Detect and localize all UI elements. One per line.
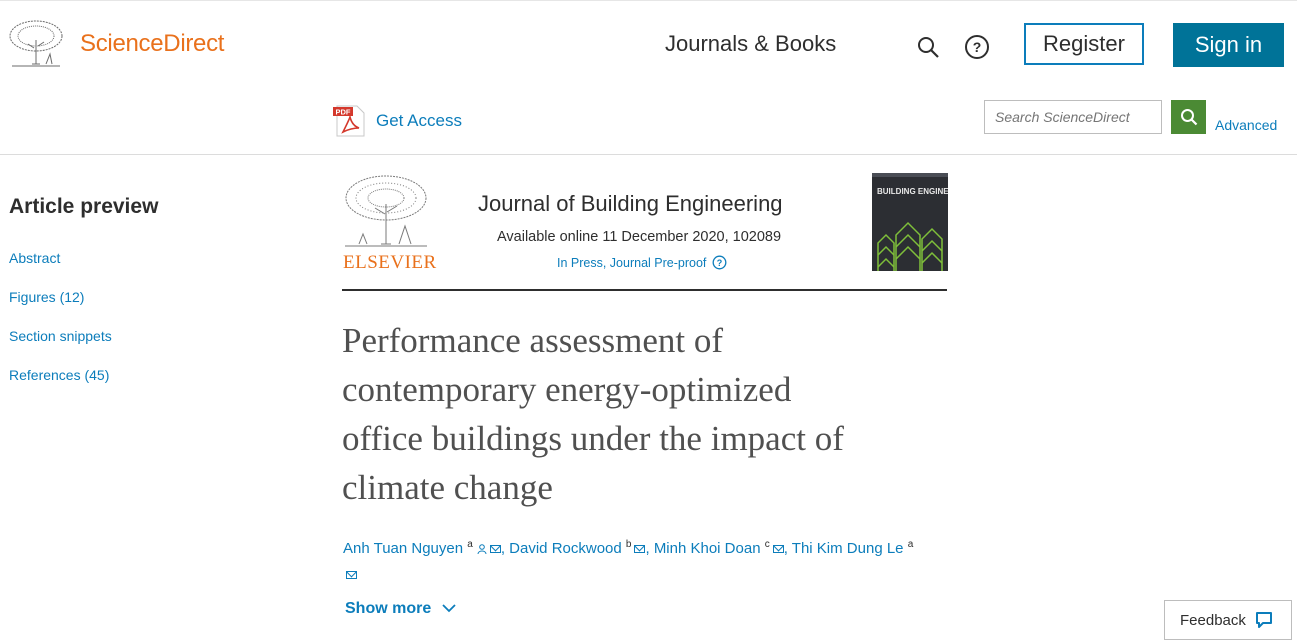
author-list: Anh Tuan Nguyen a, David Rockwood b, Min… bbox=[343, 532, 947, 588]
title-line: contemporary energy-optimized bbox=[342, 370, 792, 409]
sidebar-item-section-snippets[interactable]: Section snippets bbox=[9, 328, 112, 344]
help-icon[interactable]: ? bbox=[712, 255, 727, 270]
get-access-link[interactable]: Get Access bbox=[376, 111, 462, 130]
email-icon[interactable] bbox=[489, 545, 501, 553]
email-icon[interactable] bbox=[634, 545, 646, 553]
cover-title-text: BUILDING ENGINEERING bbox=[877, 187, 948, 196]
availability-date: Available online 11 December 2020, 10208… bbox=[497, 229, 782, 245]
article-status: In Press, Journal Pre-proof ? bbox=[557, 255, 727, 270]
feedback-label: Feedback bbox=[1180, 611, 1246, 629]
pdf-icon[interactable]: PDF bbox=[333, 104, 367, 138]
journals-books-link[interactable]: Journals & Books bbox=[665, 31, 837, 56]
advanced-search-link[interactable]: Advanced bbox=[1215, 117, 1278, 133]
corresponding-author-icon[interactable] bbox=[477, 544, 487, 554]
article-status-label: In Press, Journal Pre-proof bbox=[557, 256, 707, 270]
author-link[interactable]: Anh Tuan Nguyen bbox=[343, 540, 464, 557]
sciencedirect-brand[interactable]: ScienceDirect bbox=[80, 30, 225, 57]
search-icon[interactable] bbox=[916, 35, 940, 59]
author-link[interactable]: Minh Khoi Doan bbox=[653, 540, 761, 557]
title-line: climate change bbox=[342, 468, 553, 507]
affiliation-sup: c bbox=[764, 539, 770, 550]
affiliation-sup: b bbox=[625, 539, 632, 550]
journal-cover-image[interactable]: BUILDING ENGINEERING bbox=[872, 173, 948, 271]
header-divider bbox=[342, 289, 947, 291]
article-title: Performance assessment of contemporary e… bbox=[342, 316, 942, 512]
search-icon bbox=[1180, 109, 1197, 126]
author-link[interactable]: Thi Kim Dung Le bbox=[791, 540, 904, 557]
top-header bbox=[0, 0, 1297, 155]
show-more-button[interactable]: Show more bbox=[345, 600, 456, 618]
register-button[interactable]: Register bbox=[1024, 23, 1144, 65]
feedback-button[interactable]: Feedback bbox=[1164, 600, 1292, 640]
show-more-label: Show more bbox=[345, 600, 432, 617]
sign-in-button[interactable]: Sign in bbox=[1173, 23, 1284, 67]
cover-art-icon: BUILDING ENGINEERING bbox=[872, 173, 948, 271]
affiliation-sup: a bbox=[907, 539, 914, 550]
affiliation-sup: a bbox=[467, 539, 473, 550]
svg-text:?: ? bbox=[717, 258, 723, 268]
help-icon[interactable]: ? bbox=[964, 34, 990, 60]
sidebar-item-references[interactable]: References (45) bbox=[9, 367, 110, 383]
svg-text:PDF: PDF bbox=[336, 108, 351, 117]
title-line: office buildings under the impact of bbox=[342, 419, 844, 458]
search-submit-button[interactable] bbox=[1171, 100, 1206, 134]
elsevier-wordmark: ELSEVIER bbox=[343, 252, 437, 273]
email-icon[interactable] bbox=[772, 545, 784, 553]
journal-title-link[interactable]: Journal of Building Engineering bbox=[478, 191, 783, 216]
search-input[interactable] bbox=[984, 100, 1162, 134]
sidebar-item-figures[interactable]: Figures (12) bbox=[9, 289, 85, 305]
sidebar-item-abstract[interactable]: Abstract bbox=[9, 250, 61, 266]
chevron-down-icon bbox=[442, 604, 456, 613]
svg-text:?: ? bbox=[973, 39, 982, 55]
title-line: Performance assessment of bbox=[342, 321, 723, 360]
sidebar-title: Article preview bbox=[9, 195, 159, 218]
speech-bubble-icon bbox=[1255, 612, 1272, 628]
elsevier-logo-icon[interactable] bbox=[341, 172, 431, 250]
email-icon[interactable] bbox=[346, 571, 357, 579]
elsevier-tree-logo-icon[interactable] bbox=[6, 18, 66, 70]
author-link[interactable]: David Rockwood bbox=[509, 540, 622, 557]
